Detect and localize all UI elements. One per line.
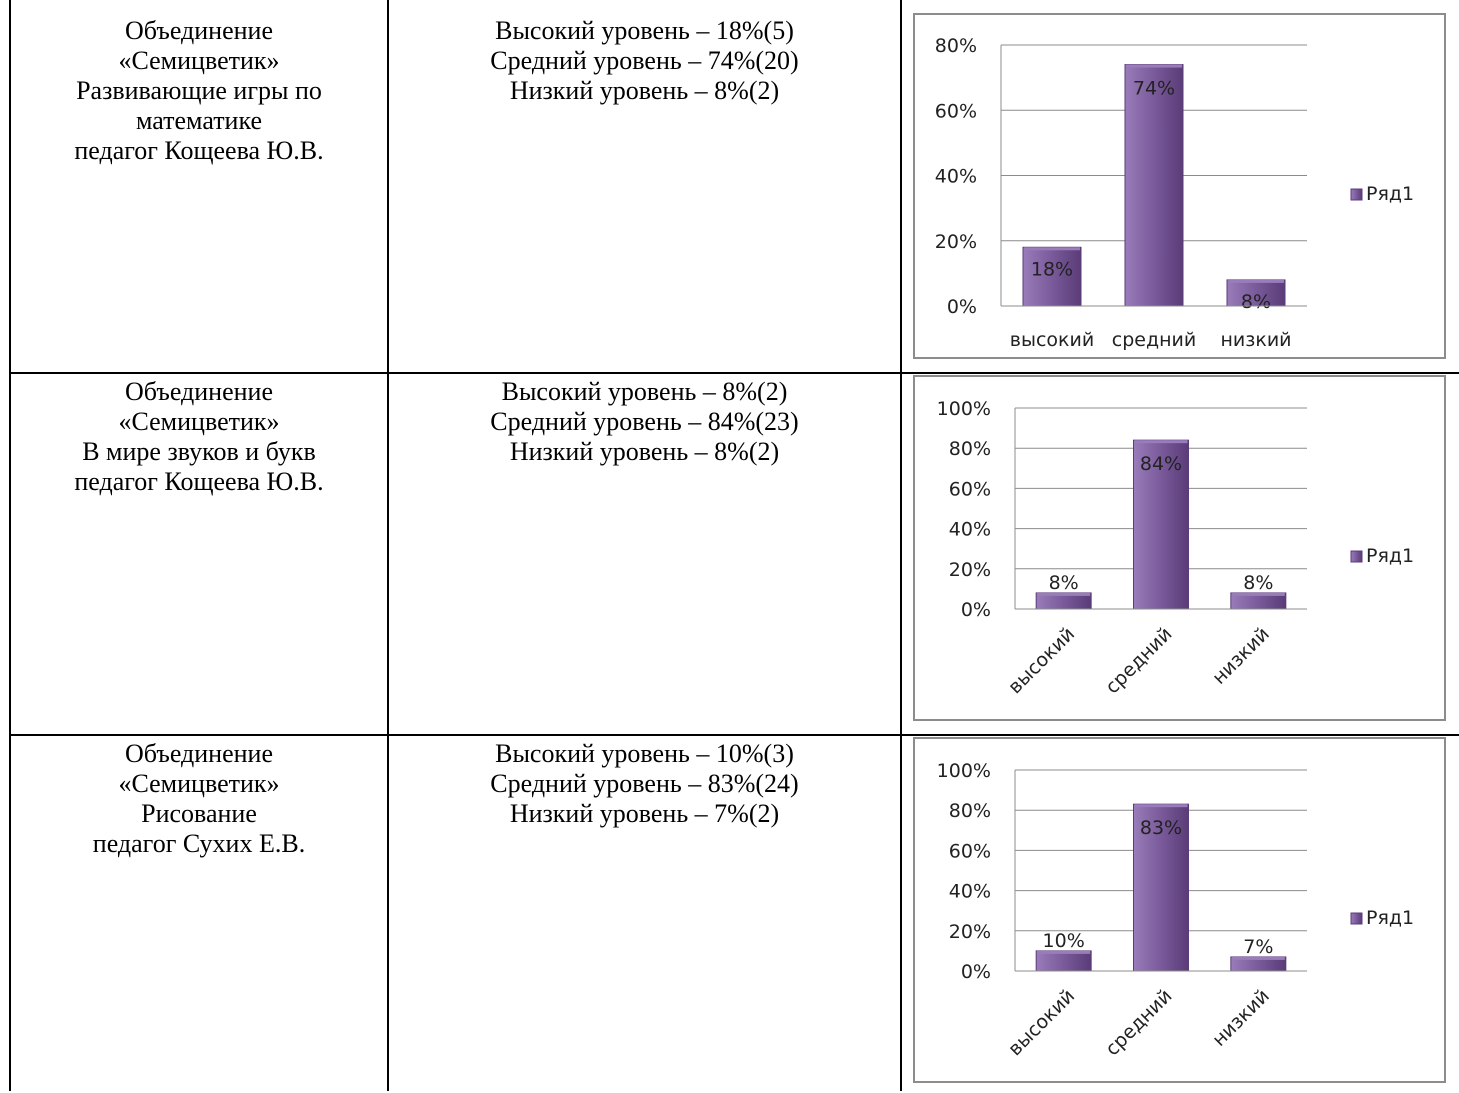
data-label: 8%	[1049, 572, 1079, 594]
table-column-divider	[387, 0, 389, 1091]
levels-cell: Высокий уровень – 10%(3) Средний уровень…	[490, 739, 799, 828]
y-tick-label: 40%	[949, 519, 991, 541]
bar-top-highlight	[1134, 804, 1188, 808]
bar-top-highlight	[1126, 64, 1182, 68]
bar	[1124, 64, 1184, 307]
legend-swatch	[1350, 912, 1363, 925]
bar-chart: 0% 20% 40% 60% 80% 18% высокий 74% средний 8% низк…	[935, 35, 1414, 351]
table-border-left	[9, 0, 11, 1091]
data-label: 7%	[1243, 936, 1273, 958]
y-tick-label: 60%	[949, 478, 991, 500]
legend-swatch	[1350, 550, 1363, 563]
bar-chart: 0% 20% 40% 60% 80% 100% 8% высокий 84% средний 8% н…	[937, 398, 1414, 698]
bar-chart: 0% 20% 40% 60% 80% 100% 10% высокий 83% средний 7%…	[937, 760, 1414, 1060]
chart-box: 0% 20% 40% 60% 80% 100% 10% высокий 83% средний 7%…	[913, 737, 1446, 1083]
y-tick-label: 20%	[949, 921, 991, 943]
legend-label: Ряд1	[1366, 907, 1414, 929]
y-tick-label: 0%	[961, 599, 991, 621]
category-label: низкий	[1208, 623, 1274, 689]
bar-top-highlight	[1134, 440, 1188, 444]
y-tick-label: 60%	[935, 100, 977, 122]
category-label: высокий	[1004, 623, 1079, 698]
data-label: 10%	[1043, 930, 1085, 952]
association-cell: Объединение «Семицветик» Развивающие игр…	[74, 16, 324, 165]
category-label: высокий	[1010, 329, 1094, 351]
bar-top-highlight	[1037, 592, 1091, 596]
bar-top-highlight	[1231, 956, 1285, 960]
levels-cell: Высокий уровень – 18%(5) Средний уровень…	[490, 16, 799, 105]
y-tick-label: 20%	[949, 559, 991, 581]
legend-label: Ряд1	[1366, 545, 1414, 567]
association-cell: Объединение «Семицветик» Рисование педаг…	[92, 739, 306, 858]
y-tick-label: 40%	[949, 881, 991, 903]
bar-top-highlight	[1024, 247, 1080, 251]
y-tick-label: 100%	[937, 398, 991, 420]
bar	[1133, 803, 1189, 972]
levels-cell: Высокий уровень – 8%(2) Средний уровень …	[490, 377, 799, 466]
data-label: 74%	[1133, 78, 1175, 100]
y-tick-label: 80%	[935, 35, 977, 57]
y-tick-label: 80%	[949, 800, 991, 822]
bar	[1226, 279, 1286, 307]
bar-top-highlight	[1037, 950, 1091, 954]
y-tick-label: 0%	[947, 296, 977, 318]
data-label: 84%	[1140, 453, 1182, 475]
category-label: высокий	[1004, 985, 1079, 1060]
table-row-divider	[9, 372, 1459, 374]
y-tick-label: 60%	[949, 840, 991, 862]
y-tick-label: 100%	[937, 760, 991, 782]
association-cell: Объединение «Семицветик» В мире звуков и…	[74, 377, 324, 496]
legend-label: Ряд1	[1366, 183, 1414, 205]
bar-top-highlight	[1231, 592, 1285, 596]
chart-box: 0% 20% 40% 60% 80% 18% высокий 74% средний 8% низк…	[913, 13, 1446, 359]
data-label: 8%	[1241, 291, 1271, 313]
y-tick-label: 80%	[949, 438, 991, 460]
category-label: средний	[1101, 623, 1176, 698]
data-label: 83%	[1140, 817, 1182, 839]
bar-top-highlight	[1228, 279, 1284, 283]
category-label: низкий	[1220, 329, 1291, 351]
y-tick-label: 20%	[935, 231, 977, 253]
y-tick-label: 0%	[961, 961, 991, 983]
category-label: низкий	[1208, 985, 1274, 1051]
category-label: средний	[1112, 329, 1196, 351]
table-row-divider	[9, 734, 1459, 736]
chart-box: 0% 20% 40% 60% 80% 100% 8% высокий 84% средний 8% н…	[913, 375, 1446, 721]
legend-swatch	[1350, 188, 1363, 201]
bar	[1035, 950, 1092, 972]
data-label: 18%	[1031, 258, 1073, 280]
data-label: 8%	[1243, 572, 1273, 594]
table-column-divider	[900, 0, 902, 1091]
category-label: средний	[1101, 985, 1176, 1060]
y-tick-label: 40%	[935, 166, 977, 188]
